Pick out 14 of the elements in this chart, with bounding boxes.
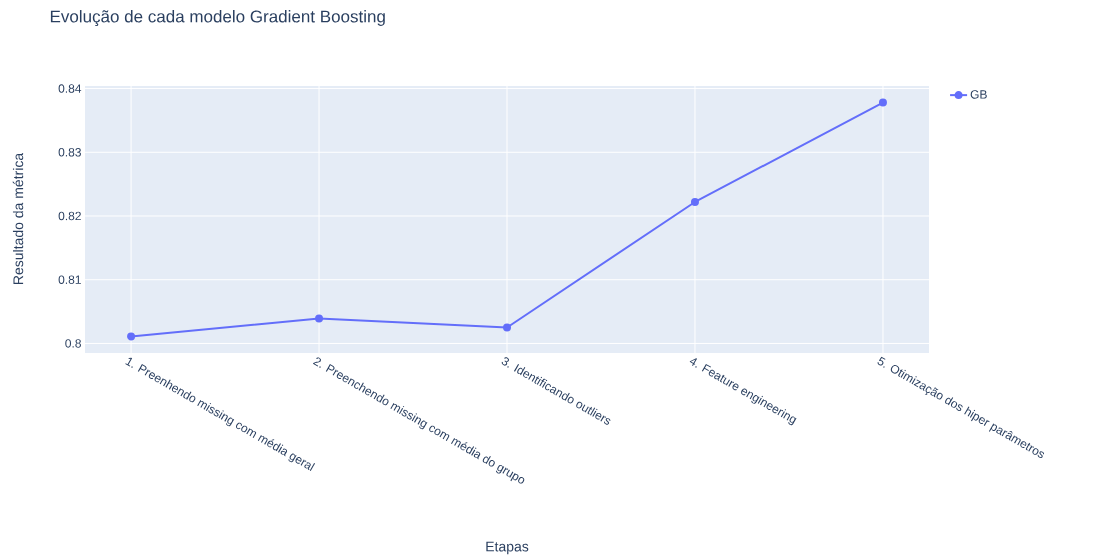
chart-title: Evolução de cada modelo Gradient Boosting <box>50 10 385 26</box>
point <box>878 98 887 107</box>
y-tick-label: 0.81 <box>58 275 81 284</box>
point <box>127 332 136 341</box>
y-tick-label: 0.82 <box>58 211 81 221</box>
y-tick-label: 0.8 <box>65 339 81 348</box>
y-tick-label: 0.84 <box>58 84 82 93</box>
x-axis-title: Etapas <box>486 541 529 555</box>
y-tick-label: 0.83 <box>58 148 81 157</box>
point <box>315 314 324 323</box>
legend-label: GB <box>970 90 987 99</box>
y-axis-title: Resultado da métrica <box>12 152 24 284</box>
point <box>690 197 699 206</box>
point <box>503 323 512 332</box>
